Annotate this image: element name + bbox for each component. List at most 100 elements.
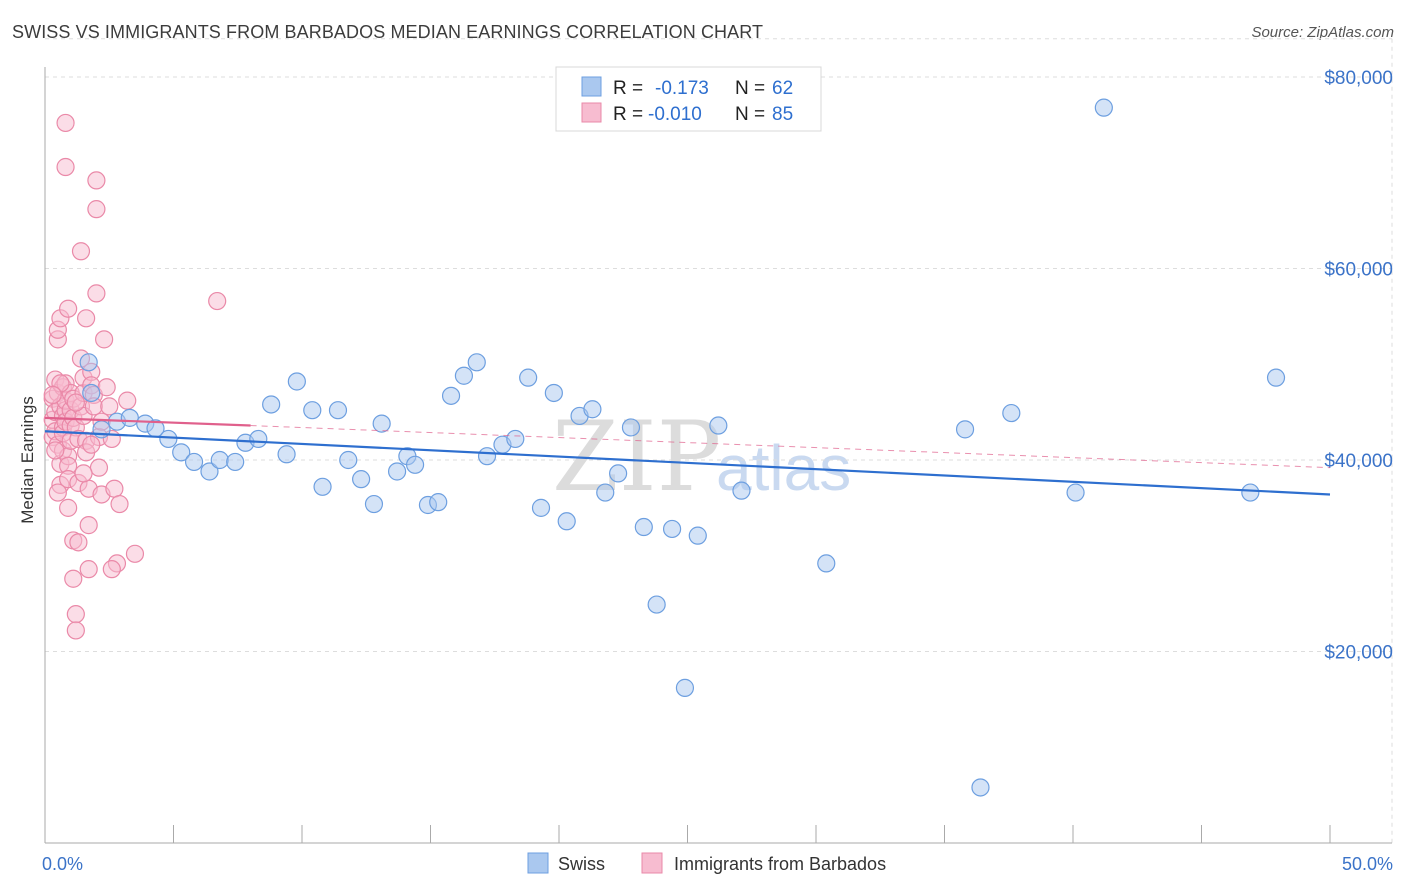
swiss-point xyxy=(277,445,296,464)
legend-barbados-n-label: N = xyxy=(735,104,765,125)
barbados-point xyxy=(74,464,93,483)
barbados-point xyxy=(79,560,98,579)
swiss-point xyxy=(519,368,538,387)
swiss-point xyxy=(79,353,98,372)
swiss-point xyxy=(339,450,358,470)
swiss-point xyxy=(328,401,348,420)
y-axis-title: Median Earnings xyxy=(18,396,37,524)
bottom-legend-swatch-swiss xyxy=(527,852,549,874)
barbados-point xyxy=(64,569,83,588)
swiss-point xyxy=(732,481,751,500)
barbados-point xyxy=(46,441,65,460)
swiss-point xyxy=(159,429,178,449)
bottom-legend-barbados: Immigrants from Barbados xyxy=(674,854,886,874)
swiss-trendline xyxy=(44,430,1331,496)
barbados-point xyxy=(59,498,78,517)
barbados-point xyxy=(69,533,88,552)
swiss-point xyxy=(955,420,975,439)
swiss-point xyxy=(372,414,391,433)
barbados-point xyxy=(66,393,85,412)
barbados-point xyxy=(66,621,85,640)
barbados-point xyxy=(100,397,119,416)
swiss-point xyxy=(688,526,707,545)
swiss-point xyxy=(1066,483,1085,502)
legend-swatch-barbados xyxy=(581,102,602,123)
legend-swiss-n-label: N = xyxy=(735,78,765,99)
swiss-point xyxy=(817,554,836,573)
source-label: Source: ZipAtlas.com xyxy=(1251,24,1394,41)
barbados-point xyxy=(89,458,109,477)
swiss-point xyxy=(662,519,682,539)
barbados-point xyxy=(56,157,75,177)
barbados-point xyxy=(56,113,75,133)
swiss-point xyxy=(172,443,191,462)
y-tick-label: $20,000 xyxy=(1324,643,1393,664)
barbados-point xyxy=(125,544,145,563)
swiss-point xyxy=(531,498,551,517)
swiss-point xyxy=(429,493,448,512)
x-tick-labels: 0.0% 50.0% xyxy=(42,854,1393,874)
swiss-point xyxy=(441,386,461,405)
swiss-point xyxy=(387,462,407,481)
barbados-point xyxy=(43,385,62,404)
swiss-point xyxy=(477,447,497,466)
legend-swatch-swiss xyxy=(581,76,602,97)
swiss-point xyxy=(313,477,332,496)
swiss-point xyxy=(647,595,666,614)
swiss-point xyxy=(120,408,139,427)
swiss-point xyxy=(352,470,371,489)
y-tick-label: $40,000 xyxy=(1324,451,1393,472)
swiss-point xyxy=(262,395,281,414)
swiss-point xyxy=(82,383,101,403)
swiss-point xyxy=(544,383,563,403)
swiss-point xyxy=(709,416,728,435)
barbados-point xyxy=(208,291,227,311)
swiss-point xyxy=(226,452,245,472)
swiss-point xyxy=(467,353,486,372)
y-tick-label: $80,000 xyxy=(1324,68,1393,89)
barbados-trendline xyxy=(44,416,251,427)
swiss-point xyxy=(405,455,425,474)
barbados-point xyxy=(102,560,121,579)
barbados-point xyxy=(87,284,106,303)
swiss-point xyxy=(506,429,525,449)
barbados-point xyxy=(87,171,106,190)
swiss-point xyxy=(971,778,990,797)
series-legend: Swiss Immigrants from Barbados xyxy=(527,852,886,874)
x-tick-label-min: 0.0% xyxy=(42,854,83,874)
axes xyxy=(44,67,1392,844)
swiss-point xyxy=(364,494,384,514)
legend-barbados-r-value: -0.010 xyxy=(648,104,702,125)
barbados-point xyxy=(110,494,129,514)
swiss-point xyxy=(634,517,653,537)
swiss-point xyxy=(596,483,615,502)
barbados-point xyxy=(97,378,116,397)
swiss-point xyxy=(303,401,322,420)
legend-barbados-r-label: R = xyxy=(613,104,643,125)
swiss-point xyxy=(1241,483,1260,502)
swiss-point xyxy=(557,512,576,531)
swiss-point xyxy=(287,372,306,391)
y-tick-label: $60,000 xyxy=(1324,260,1393,281)
barbados-point xyxy=(71,242,91,261)
swiss-points xyxy=(79,98,1286,797)
correlation-legend: R = -0.173 N = 62 R = -0.010 N = 85 xyxy=(555,66,822,132)
legend-swiss-r-value: -0.173 xyxy=(655,78,709,99)
swiss-point xyxy=(1266,368,1286,387)
trendlines xyxy=(44,416,1331,496)
barbados-point xyxy=(77,309,96,328)
swiss-point xyxy=(609,464,628,483)
y-tick-labels: $20,000 $40,000 $60,000 $80,000 xyxy=(1324,68,1393,664)
swiss-point xyxy=(210,450,229,470)
bottom-legend-swatch-barbados xyxy=(641,852,663,874)
barbados-point xyxy=(95,330,114,349)
swiss-point xyxy=(454,366,474,385)
swiss-point xyxy=(249,429,268,449)
barbados-point xyxy=(59,299,78,318)
swiss-point xyxy=(675,678,695,697)
swiss-point xyxy=(200,462,219,481)
swiss-point xyxy=(621,418,641,437)
barbados-points xyxy=(43,113,227,640)
barbados-point xyxy=(79,516,98,535)
